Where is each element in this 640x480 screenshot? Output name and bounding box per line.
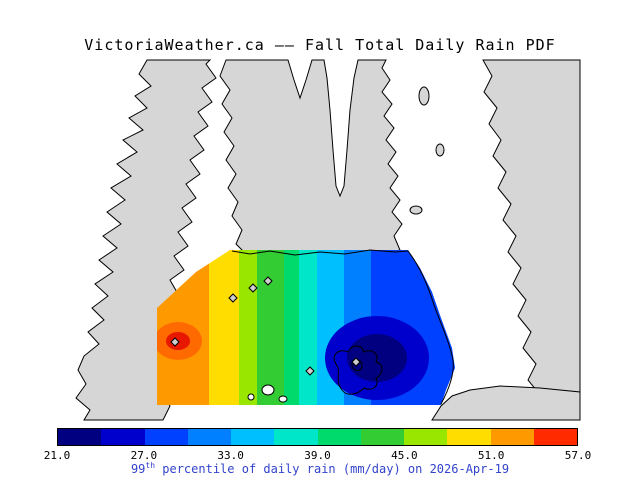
island-north xyxy=(418,86,430,106)
colorbar-segment xyxy=(360,429,404,445)
colorbar-tick-label: 39.0 xyxy=(304,449,331,462)
island-mid xyxy=(435,143,445,157)
coastline-southeast-shore xyxy=(431,385,581,421)
colorbar-segment xyxy=(274,429,318,445)
island-south xyxy=(409,205,423,215)
colorbar xyxy=(57,428,578,446)
station-marker xyxy=(228,293,238,303)
station-markers xyxy=(170,276,361,376)
station-marker xyxy=(305,366,315,376)
colorbar-tick-label: 51.0 xyxy=(477,449,505,462)
colorbar-segments xyxy=(58,429,577,445)
colorbar-segment xyxy=(58,429,102,445)
colorbar-segment xyxy=(101,429,145,445)
coastline-region-top-edge xyxy=(231,249,409,256)
colorbar-segment xyxy=(144,429,188,445)
caption: 99th percentile of daily rain (mm/day) o… xyxy=(0,461,640,476)
coastline-region-right-edge xyxy=(407,250,454,405)
caption-superscript: th xyxy=(145,461,156,470)
caption-rest: percentile of daily rain (mm/day) on 202… xyxy=(155,462,510,476)
rain-contour-field xyxy=(157,250,455,405)
station-marker xyxy=(351,357,361,367)
lake-west xyxy=(261,384,275,396)
colorbar-tick-label: 45.0 xyxy=(391,449,418,462)
colorbar-tick-label: 57.0 xyxy=(564,449,592,462)
lake-small xyxy=(247,393,255,401)
colorbar-ticks: 21.0 27.0 33.0 39.0 45.0 51.0 57.0 xyxy=(44,449,592,462)
colorbar-segment xyxy=(490,429,534,445)
colorbar-segment xyxy=(187,429,231,445)
colorbar-tick-label: 27.0 xyxy=(130,449,158,462)
lake-east xyxy=(278,395,288,403)
colorbar-segment xyxy=(447,429,491,445)
station-marker xyxy=(263,276,273,286)
caption-prefix: 99 xyxy=(130,462,146,476)
coastline-west-landmass xyxy=(75,59,217,421)
coastline-saanich-peninsula xyxy=(219,59,403,257)
colorbar-tick-label: 21.0 xyxy=(43,449,71,462)
colorbar-segment xyxy=(231,429,275,445)
station-marker xyxy=(170,337,180,347)
colorbar-segment xyxy=(317,429,361,445)
coastline-east-landmass xyxy=(482,59,581,421)
colorbar-tick-label: 33.0 xyxy=(217,449,244,462)
station-marker xyxy=(248,283,258,293)
coastline-harbour-inlet xyxy=(333,345,383,395)
colorbar-segment xyxy=(533,429,577,445)
page-title: VictoriaWeather.ca –– Fall Total Daily R… xyxy=(84,36,556,54)
colorbar-segment xyxy=(404,429,448,445)
